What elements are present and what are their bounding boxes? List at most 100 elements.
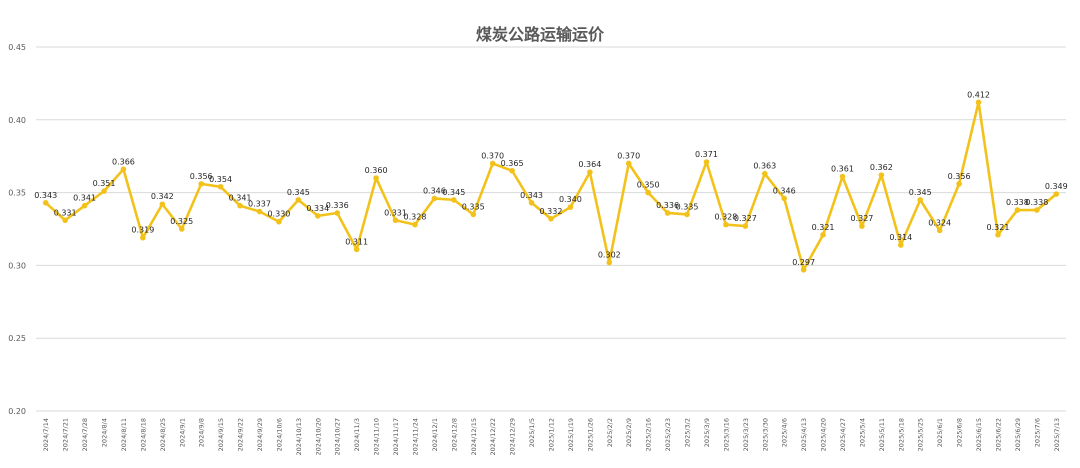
data-label: 0.341 (229, 194, 252, 203)
x-tick-label: 2025/2/2 (606, 418, 614, 447)
data-label: 0.327 (734, 214, 757, 223)
data-point (567, 204, 574, 210)
data-label: 0.324 (928, 218, 951, 227)
series-line (44, 101, 1058, 272)
data-point (314, 213, 321, 219)
data-label: 0.343 (520, 191, 543, 200)
data-label: 0.302 (598, 250, 621, 259)
x-tick-label: 2025/5/11 (878, 418, 886, 451)
chart-title: 煤炭公路运输运价 (476, 25, 605, 44)
data-point (334, 210, 341, 216)
x-tick-label: 2024/10/27 (334, 418, 342, 455)
data-point (936, 227, 943, 234)
data-point (412, 221, 418, 228)
x-tick-label: 2025/6/15 (975, 418, 983, 451)
data-point (664, 210, 671, 216)
data-label: 0.342 (151, 192, 174, 201)
data-point (101, 188, 107, 194)
x-tick-label: 2025/3/2 (684, 418, 692, 447)
gridlines (36, 46, 1066, 412)
data-label: 0.336 (656, 201, 679, 210)
data-point (1034, 207, 1040, 213)
data-label: 0.350 (637, 181, 660, 190)
x-tick-label: 2024/7/14 (42, 418, 50, 451)
data-point (295, 197, 302, 203)
x-tick-label: 2024/9/1 (178, 418, 186, 447)
x-tick-label: 2025/2/16 (645, 418, 653, 451)
data-point (878, 172, 885, 178)
data-label: 0.371 (695, 150, 718, 159)
data-point (81, 202, 88, 209)
data-label: 0.346 (773, 186, 796, 195)
data-point (917, 197, 924, 203)
data-label: 0.319 (131, 226, 154, 235)
data-label: 0.363 (753, 162, 776, 171)
data-point (859, 223, 865, 229)
x-tick-label: 2025/4/20 (820, 418, 828, 451)
data-point (373, 175, 379, 181)
data-point (995, 232, 1001, 238)
data-point (800, 266, 807, 273)
x-tick-label: 2025/5/18 (897, 418, 905, 451)
data-point (431, 195, 438, 202)
data-label: 0.364 (578, 160, 601, 169)
data-label: 0.343 (34, 191, 57, 200)
x-tick-label: 2025/4/6 (781, 418, 789, 447)
x-tick-label: 2024/12/22 (489, 418, 497, 455)
x-tick-label: 2025/1/26 (586, 418, 594, 451)
data-point (489, 160, 496, 167)
x-tick-label: 2024/11/3 (353, 418, 361, 451)
data-point (1053, 191, 1060, 197)
x-tick-label: 2024/9/15 (217, 418, 225, 451)
data-points (42, 99, 1060, 273)
data-label: 0.334 (306, 204, 329, 213)
data-point (684, 211, 690, 218)
x-tick-label: 2024/8/25 (159, 418, 167, 451)
x-tick-label: 2024/10/13 (295, 418, 303, 455)
data-label: 0.321 (987, 223, 1010, 232)
data-point (62, 217, 68, 224)
data-label: 0.337 (248, 200, 271, 209)
data-point (470, 211, 477, 218)
x-tick-label: 2024/12/8 (450, 418, 458, 451)
data-label: 0.370 (481, 151, 504, 160)
data-label: 0.321 (812, 223, 835, 232)
y-tick-label: 0.45 (8, 43, 26, 52)
data-label: 0.336 (326, 201, 349, 210)
x-tick-label: 2025/1/5 (528, 418, 536, 447)
x-tick-label: 2024/9/29 (256, 418, 264, 451)
data-labels: 0.343 0.331 0.341 0.351 0.366 0.319 0.342 0.325… (34, 90, 1067, 266)
x-tick-label: 2024/11/10 (373, 418, 381, 455)
data-point (217, 183, 224, 190)
x-tick-label: 2025/3/23 (742, 418, 750, 451)
data-label: 0.335 (676, 202, 699, 211)
data-label: 0.328 (714, 213, 737, 222)
x-tick-label: 2025/7/6 (1033, 418, 1041, 447)
x-tick-label: 2025/5/4 (858, 418, 866, 447)
data-label: 0.311 (345, 237, 368, 246)
data-label: 0.340 (559, 195, 582, 204)
data-point (548, 216, 554, 222)
data-point (956, 181, 962, 187)
data-point (645, 189, 651, 196)
data-point (509, 167, 515, 174)
data-label: 0.362 (870, 163, 893, 172)
x-tick-label: 2024/7/21 (62, 418, 70, 451)
data-label: 0.345 (442, 188, 465, 197)
x-tick-label: 2024/12/29 (509, 418, 517, 455)
data-point (781, 195, 788, 202)
data-label: 0.356 (190, 172, 213, 181)
x-tick-label: 2025/1/12 (548, 418, 556, 451)
x-tick-label: 2024/7/28 (81, 418, 89, 451)
x-tick-label: 2024/11/17 (392, 418, 400, 455)
data-point (742, 223, 749, 229)
data-point (42, 199, 49, 206)
x-tick-label: 2024/8/11 (120, 418, 128, 451)
data-label: 0.328 (404, 213, 427, 222)
x-tick-label: 2024/8/4 (101, 418, 109, 447)
data-point (820, 232, 826, 238)
data-label: 0.366 (112, 157, 135, 166)
data-label: 0.314 (889, 233, 912, 242)
data-label: 0.327 (850, 214, 873, 223)
